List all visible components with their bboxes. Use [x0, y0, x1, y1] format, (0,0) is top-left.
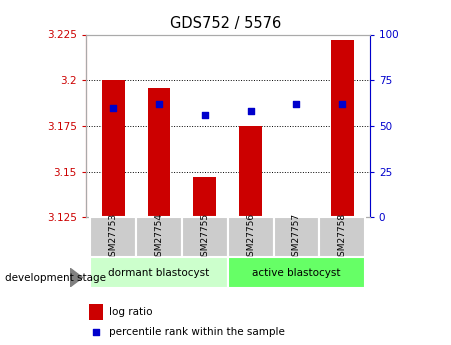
Text: GSM27755: GSM27755 — [200, 213, 209, 262]
Bar — [331, 40, 354, 217]
Bar — [102, 80, 124, 217]
Point — [339, 101, 346, 107]
Point — [201, 112, 208, 118]
Polygon shape — [70, 268, 83, 287]
Text: GSM27754: GSM27754 — [155, 213, 164, 262]
Text: dormant blastocyst: dormant blastocyst — [108, 268, 210, 277]
Bar — [136, 217, 182, 257]
Bar — [90, 257, 228, 288]
Bar — [147, 88, 170, 217]
Bar — [274, 217, 319, 257]
Text: log ratio: log ratio — [110, 307, 153, 317]
Point — [247, 109, 254, 114]
Text: GSM27758: GSM27758 — [338, 213, 347, 262]
Bar — [228, 257, 365, 288]
Text: GSM27756: GSM27756 — [246, 213, 255, 262]
Bar — [89, 304, 102, 320]
Bar — [228, 217, 274, 257]
Text: GSM27757: GSM27757 — [292, 213, 301, 262]
Point — [293, 101, 300, 107]
Text: GDS752 / 5576: GDS752 / 5576 — [170, 16, 281, 30]
Bar — [193, 177, 216, 217]
Point — [92, 330, 99, 335]
Bar — [239, 126, 262, 217]
Bar — [90, 217, 136, 257]
Bar — [319, 217, 365, 257]
Text: development stage: development stage — [5, 273, 106, 283]
Point — [110, 105, 117, 110]
Bar — [182, 217, 228, 257]
Text: active blastocyst: active blastocyst — [252, 268, 341, 277]
Text: percentile rank within the sample: percentile rank within the sample — [110, 327, 285, 337]
Text: GSM27753: GSM27753 — [109, 213, 118, 262]
Point — [156, 101, 163, 107]
